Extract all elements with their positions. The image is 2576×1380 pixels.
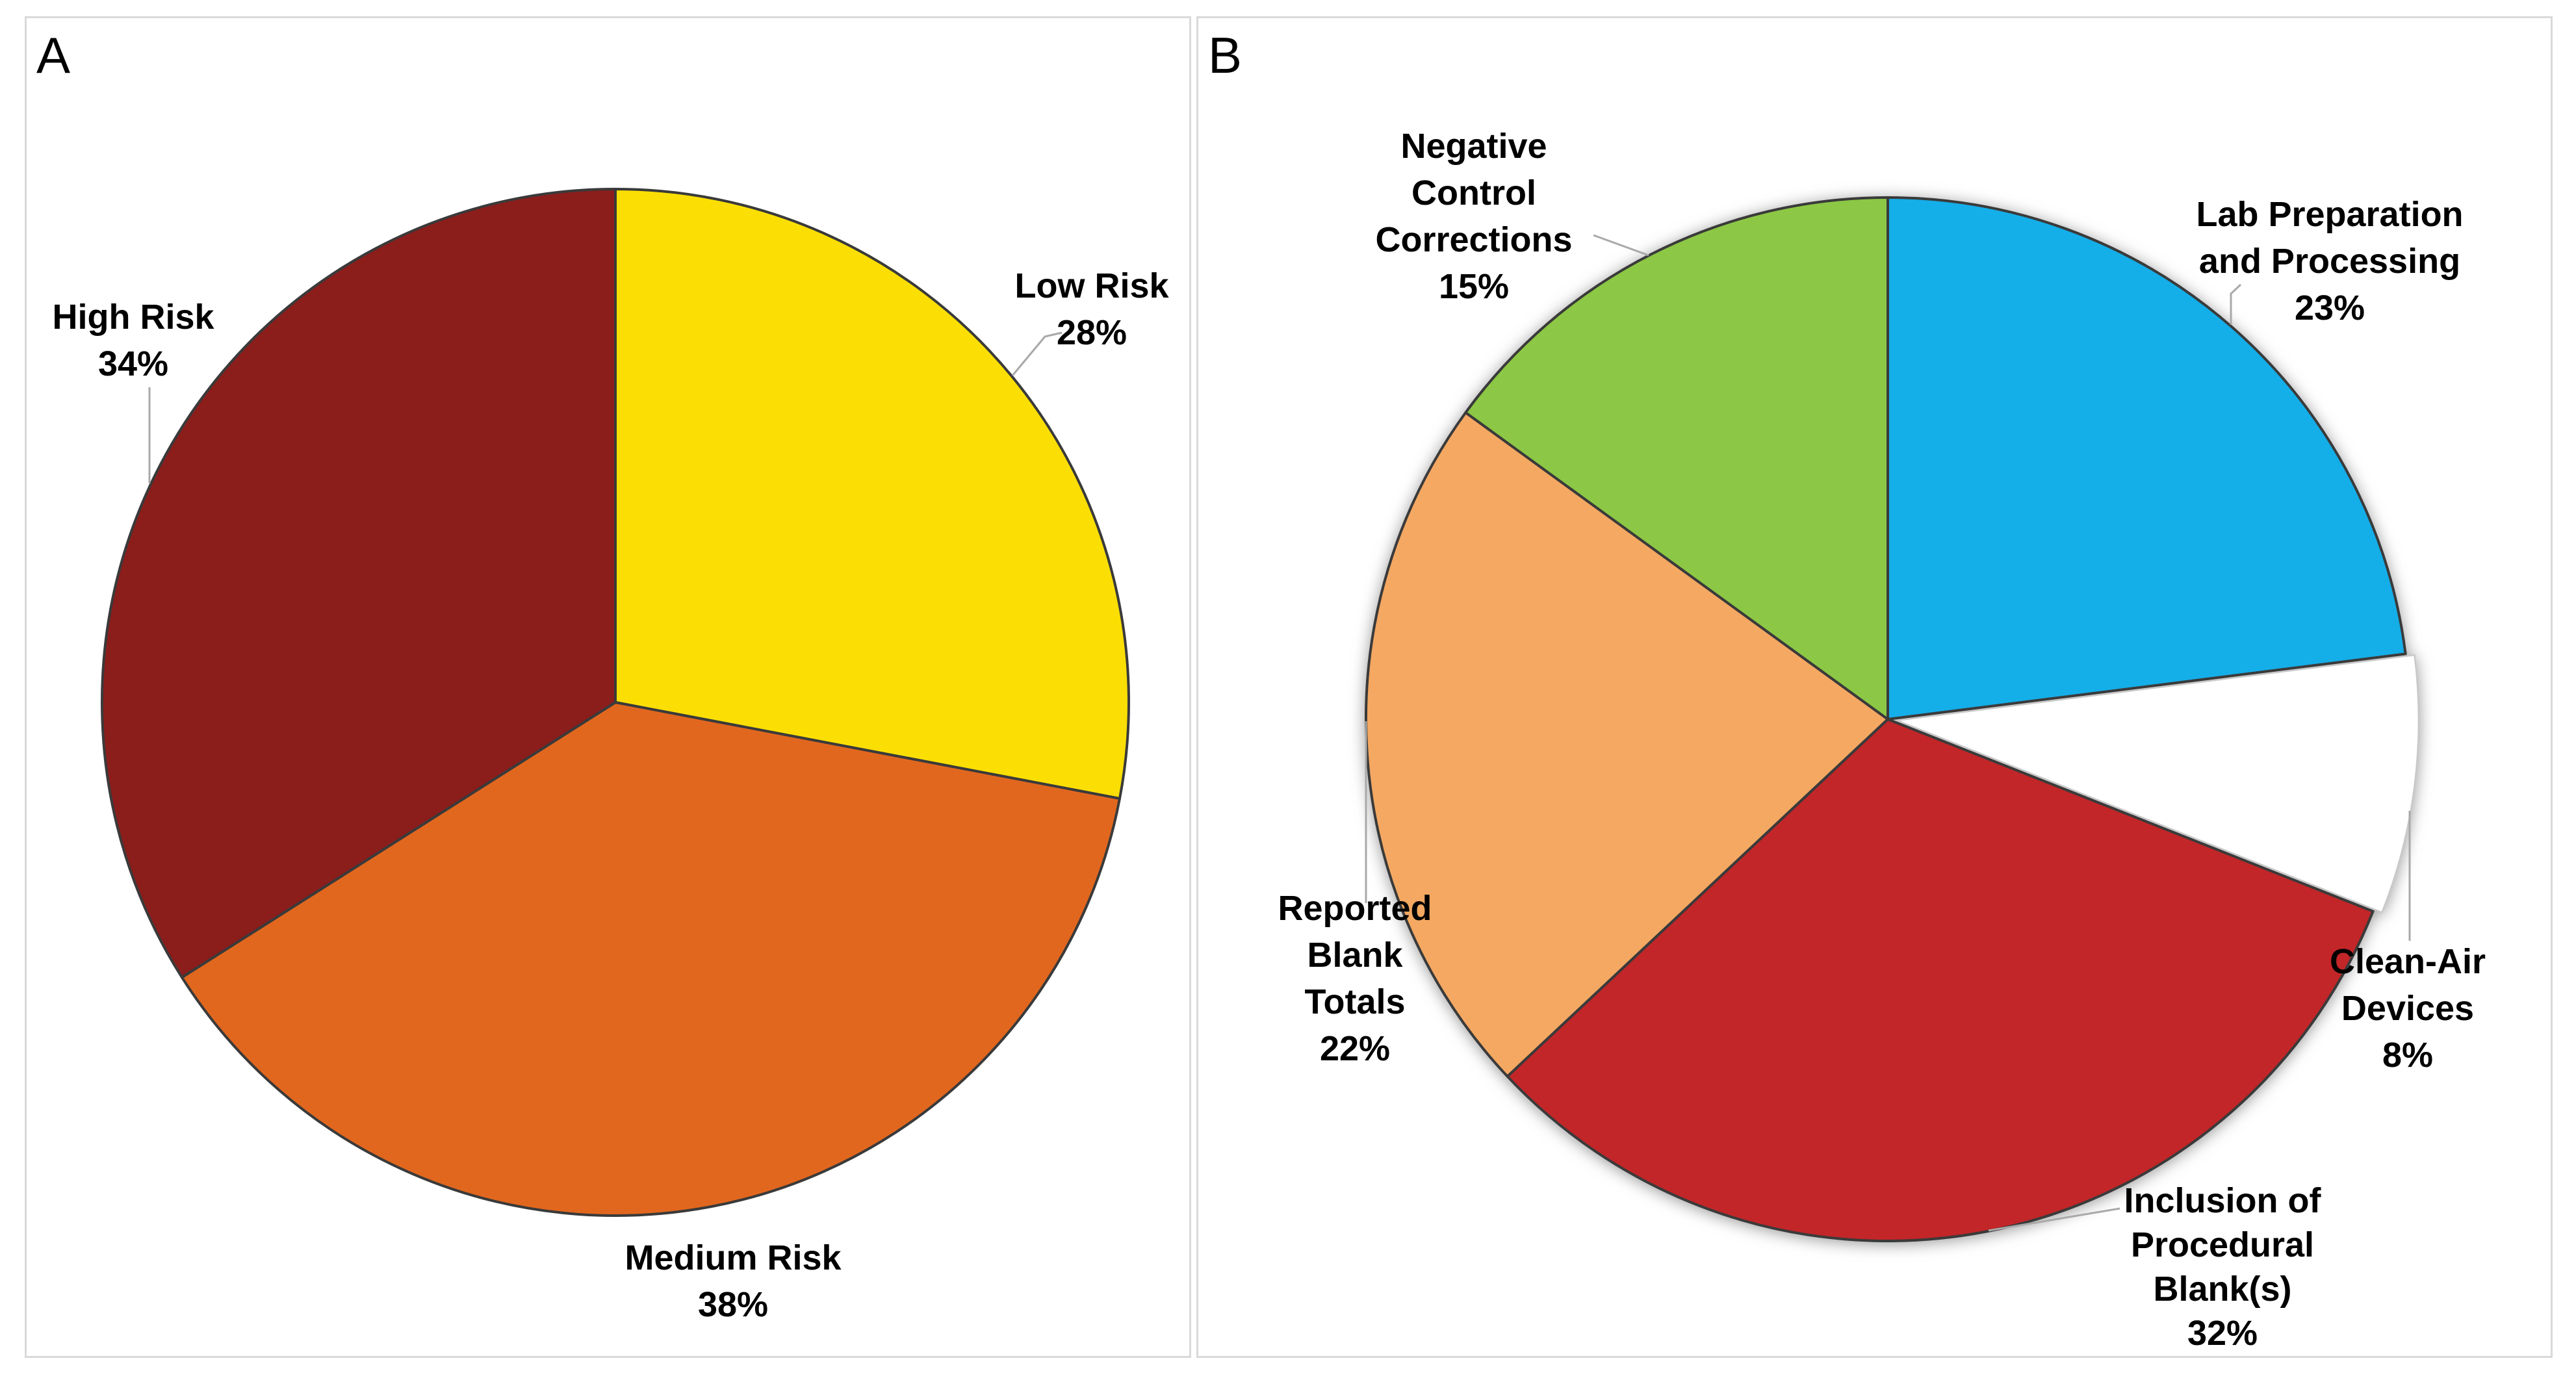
slice-label-text: Totals [1304,982,1406,1021]
pie-slice-high-risk [101,188,617,979]
pie-a-group [101,188,1130,1217]
slice-percent-text: 34% [97,344,169,383]
leader-line-low-risk [1011,331,1063,376]
slice-label-reported-blank-totals: Reported Blank Totals 22% [1278,885,1432,1072]
slice-percent-text: 28% [1056,313,1127,352]
slice-label-text: Blank(s) [2153,1270,2292,1309]
slice-label-text: Inclusion of [2124,1181,2321,1220]
slice-percent-text: 8% [2382,1036,2434,1075]
slice-label-text: Negative [1400,127,1547,166]
pie-b-group [1365,196,2420,1242]
slice-label-text: High Risk [52,298,214,337]
slice-label-medium-risk: Medium Risk 38% [625,1234,841,1328]
slice-label-text: Blank [1307,936,1403,975]
slice-label-text: and Processing [2198,242,2461,281]
slice-label-negative-control-corrections: Negative Control Corrections 15% [1375,123,1572,310]
slice-label-text: Control [1411,173,1536,212]
slice-label-high-risk: High Risk 34% [52,294,214,387]
pie-slice-lab-preparation-and-processing [1887,196,2407,721]
slice-percent-text: 32% [2187,1314,2258,1353]
pie-slice-negative-control-corrections [1464,196,1889,721]
slice-label-text: Reported [1278,889,1432,928]
slice-label-text: Corrections [1375,220,1573,259]
slice-percent-text: 15% [1438,267,1510,306]
slice-label-clean-air-devices: Clean-Air Devices 8% [2330,938,2486,1079]
pie-slice-clean-air-devices [1896,654,2420,914]
slice-label-inclusion-of-procedural-blank-s: Inclusion of Procedural Blank(s) 32% [2124,1179,2321,1355]
slice-label-text: Clean-Air [2329,942,2486,981]
leader-line-negative-control-corrections [1593,234,1649,257]
pie-slice-inclusion-of-procedural-blank-s [1506,718,2375,1242]
pie-slice-medium-risk [180,701,1122,1217]
leader-line-lab-preparation-and-processing [2230,283,2242,325]
slice-label-text: Devices [2341,989,2475,1028]
slice-label-low-risk: Low Risk 28% [1014,262,1168,356]
panel-tag-b: B [1208,27,1243,84]
panel-tag-a: A [36,27,71,84]
slice-percent-text: 23% [2294,288,2365,327]
slice-label-text: Lab Preparation [2196,195,2464,234]
slice-percent-text: 22% [1319,1029,1391,1068]
leader-line-inclusion-of-procedural-blank-s [1988,1207,2120,1232]
slice-label-lab-preparation-and-processing: Lab Preparation and Processing 23% [2196,191,2463,331]
pie-slice-reported-blank-totals [1365,411,1889,1078]
slice-percent-text: 38% [697,1285,769,1324]
slice-label-text: Low Risk [1014,266,1169,305]
slice-label-text: Procedural [2130,1225,2315,1264]
slice-label-text: Medium Risk [625,1238,842,1277]
pie-slice-low-risk [614,188,1130,800]
